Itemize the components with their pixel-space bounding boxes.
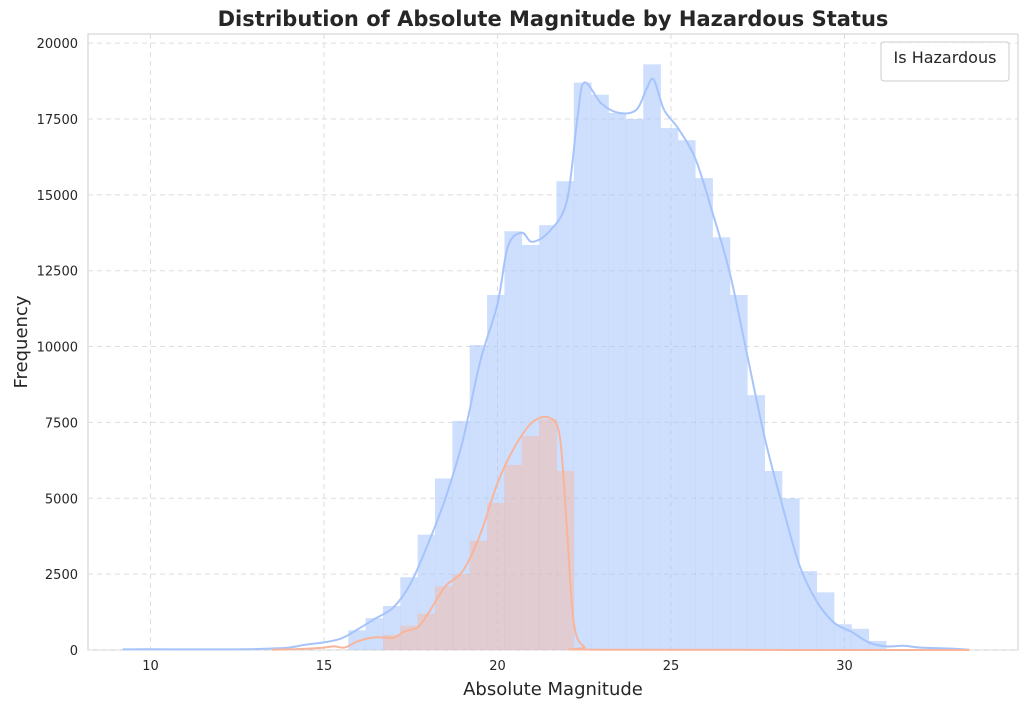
non-hazardous-bar bbox=[799, 571, 818, 650]
non-hazardous-bar bbox=[695, 178, 713, 650]
hazardous-bar bbox=[452, 574, 471, 650]
non-hazardous-bar bbox=[469, 345, 488, 650]
non-hazardous-bar bbox=[435, 478, 453, 650]
y-tick-label: 12500 bbox=[37, 265, 78, 280]
non-hazardous-bar bbox=[382, 606, 401, 650]
non-hazardous-bar bbox=[452, 420, 471, 650]
y-tick-label: 10000 bbox=[37, 341, 78, 356]
legend-title: Is Hazardous bbox=[894, 48, 997, 67]
y-axis-label: Frequency bbox=[11, 295, 32, 388]
kde-curves bbox=[122, 77, 970, 651]
x-tick-label: 15 bbox=[316, 659, 333, 674]
non-hazardous-bar bbox=[677, 140, 696, 650]
chart-title: Distribution of Absolute Magnitude by Ha… bbox=[218, 7, 889, 31]
legend-box bbox=[880, 41, 1010, 82]
non-hazardous-bar bbox=[348, 630, 366, 650]
hazardous-bar bbox=[417, 613, 436, 650]
non-hazardous-bar bbox=[643, 64, 661, 650]
x-tick-label: 20 bbox=[489, 659, 506, 674]
non-hazardous-bar bbox=[556, 181, 575, 650]
hazardous-bar bbox=[469, 540, 488, 650]
non-hazardous-bar bbox=[782, 498, 800, 650]
y-tick-label: 7500 bbox=[45, 416, 78, 431]
y-tick-label: 17500 bbox=[37, 113, 78, 128]
non-hazardous-bar bbox=[729, 294, 748, 650]
hazardous-bar bbox=[556, 470, 575, 650]
y-tick-label: 15000 bbox=[37, 189, 78, 204]
non-hazardous-bar bbox=[660, 128, 679, 650]
non-hazardous-bar bbox=[521, 244, 540, 650]
x-axis-label: Absolute Magnitude bbox=[463, 679, 643, 700]
non-hazardous-bar bbox=[573, 82, 592, 650]
non-hazardous-bar bbox=[539, 225, 557, 650]
non-hazardous-bar bbox=[712, 237, 731, 650]
hazardous-kde-line bbox=[271, 415, 970, 651]
non-hazardous-bar bbox=[504, 231, 523, 650]
non-hazardous-bar bbox=[747, 395, 765, 650]
axis-ticks: 10 15 20 25 30 0 2500 5000 7500 10000 12500 15000 17… bbox=[37, 37, 853, 674]
hazardous-bar bbox=[521, 436, 540, 650]
non-hazardous-bar bbox=[365, 618, 384, 650]
y-tick-label: 2500 bbox=[45, 568, 78, 583]
hazardous-bar bbox=[487, 502, 505, 650]
hazardous-bar bbox=[539, 419, 557, 650]
x-tick-label: 25 bbox=[663, 659, 680, 674]
y-tick-label: 0 bbox=[70, 644, 78, 659]
non-hazardous-bar bbox=[487, 294, 505, 650]
legend: Is Hazardous bbox=[880, 41, 1010, 82]
y-tick-label: 20000 bbox=[37, 37, 78, 52]
y-tick-label: 5000 bbox=[45, 492, 78, 507]
x-tick-label: 30 bbox=[836, 659, 853, 674]
histogram-bars bbox=[348, 64, 887, 651]
non-hazardous-bar bbox=[625, 118, 644, 650]
non-hazardous-bar bbox=[591, 94, 609, 651]
non-hazardous-bar bbox=[608, 112, 627, 651]
non-hazardous-bar bbox=[764, 470, 783, 650]
hazardous-bar bbox=[435, 586, 453, 650]
non-hazardous-kde-line bbox=[122, 77, 970, 651]
non-hazardous-bar bbox=[851, 628, 870, 650]
x-tick-label: 10 bbox=[142, 659, 159, 674]
hazardous-bar bbox=[504, 464, 523, 650]
